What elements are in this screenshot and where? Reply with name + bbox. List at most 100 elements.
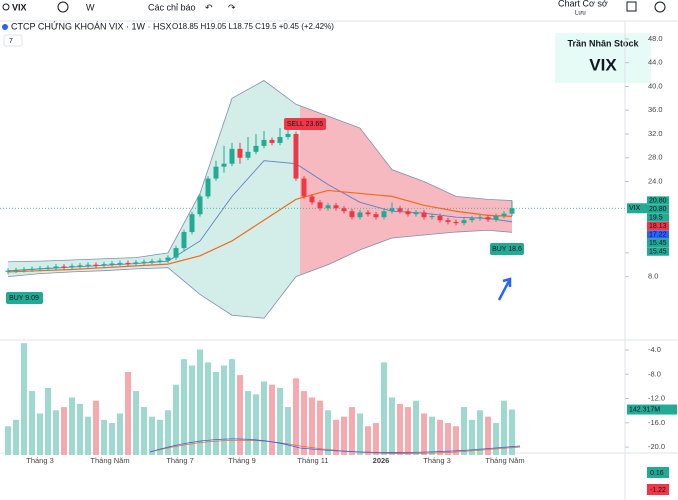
candle-body <box>141 261 147 263</box>
volume-bar <box>45 387 51 455</box>
x-tick-label: Tháng 7 <box>166 456 194 465</box>
snapshot[interactable] <box>654 1 666 13</box>
x-tick-label: Tháng 9 <box>228 456 256 465</box>
price-tag-label: 20.80 <box>649 197 667 204</box>
volume-bar <box>429 416 435 455</box>
volume-bar <box>445 423 451 455</box>
candle-body <box>189 214 195 233</box>
candle-body <box>29 268 35 270</box>
candle-body <box>445 220 451 222</box>
y-tick-label: 24.0 <box>648 177 663 186</box>
settings[interactable] <box>626 1 637 12</box>
volume-bar <box>165 410 171 455</box>
macd-tag-label: -1.22 <box>650 487 666 494</box>
x-tick-label: Tháng Năm <box>90 456 129 465</box>
macd-tag <box>647 467 669 478</box>
volume-bar <box>157 419 163 455</box>
y-tick-label: 44.0 <box>648 58 663 67</box>
x-tick-label: Tháng 3 <box>423 456 451 465</box>
undo[interactable]: ↶ <box>205 2 213 12</box>
volume-bar <box>85 416 91 455</box>
volume-bar <box>293 378 299 455</box>
volume-bar <box>485 416 491 455</box>
candle-body <box>389 208 395 212</box>
candle-body <box>365 212 371 215</box>
add-symbol[interactable] <box>57 1 69 13</box>
candle-body <box>333 205 339 209</box>
candle-body <box>453 221 459 224</box>
candle-body <box>509 208 515 214</box>
candle-body <box>397 208 403 212</box>
price-tag <box>647 230 669 239</box>
candle-body <box>285 133 291 137</box>
price-tag <box>647 238 669 248</box>
price-tag-label: 18.13 <box>649 223 667 230</box>
toolbar: VIX W Các chỉ báo ↶ ↷ Chart Cơ sở Lưu <box>0 0 678 22</box>
volume-bar <box>237 375 243 455</box>
candle-body <box>37 268 43 270</box>
volume-bar <box>333 419 339 455</box>
collapse-button[interactable] <box>3 34 23 47</box>
volume-bar <box>509 409 515 455</box>
volume-tag-label: 142.317M <box>629 406 660 413</box>
plot <box>0 125 625 455</box>
volume-bar <box>229 359 235 455</box>
y-tick-label: 36.0 <box>648 105 663 114</box>
candle-body <box>429 215 435 218</box>
watermark-author: Trần Nhân Stock <box>567 38 639 48</box>
volume-bar <box>37 413 43 455</box>
volume-bar <box>357 413 363 455</box>
candle-body <box>205 178 211 197</box>
save[interactable]: Lưu <box>575 11 586 17</box>
volume-bar <box>93 400 99 455</box>
candle-body <box>325 205 331 209</box>
candle-body <box>309 196 315 203</box>
volume-tag <box>627 404 677 415</box>
candle-body <box>197 196 203 215</box>
y-tick-label: 32.0 <box>648 129 663 138</box>
osc-tick-label: -16.0 <box>648 418 665 427</box>
candle-body <box>261 139 267 146</box>
volume-bar <box>69 397 75 455</box>
macd-line <box>149 438 521 453</box>
price-tag <box>647 213 669 222</box>
indicators[interactable]: Các chỉ báo <box>148 2 196 12</box>
candle-body <box>349 211 355 218</box>
volume-bar <box>77 403 83 455</box>
annotations: SELL 23.65 BUY 18.6 BUY 9.09 <box>6 118 524 304</box>
candle-body <box>77 265 83 267</box>
volume-bar <box>461 407 467 455</box>
candle-body <box>461 220 467 224</box>
volume-bar <box>189 365 195 455</box>
volume-bar <box>133 391 139 455</box>
buy-badge <box>490 243 524 255</box>
volume-bar <box>221 365 227 455</box>
volume-bar <box>149 416 155 455</box>
interval[interactable]: W <box>86 2 95 12</box>
volume-bar <box>421 413 427 455</box>
candle-body <box>301 178 307 197</box>
volume-bar <box>125 371 131 455</box>
collapsed-count[interactable]: 7 <box>9 38 13 45</box>
candle-body <box>213 166 219 179</box>
redo[interactable]: ↷ <box>228 2 236 12</box>
volume-bar <box>205 362 211 455</box>
candle-body <box>341 208 347 212</box>
candle-body <box>253 145 259 152</box>
osc-tick-label: -20.0 <box>648 442 665 451</box>
volume-bar <box>365 426 371 455</box>
volume-bar <box>309 397 315 455</box>
symbol[interactable]: VIX <box>12 2 27 12</box>
legend-ohlc: O18.85 H19.05 L18.75 C19.5 +0.45 (+2.42%… <box>172 22 334 31</box>
x-tick-label: Tháng 11 <box>297 456 328 465</box>
volume-bar <box>197 349 203 455</box>
candle-body <box>469 218 475 221</box>
search-icon[interactable] <box>2 3 10 11</box>
volume-bar <box>413 400 419 455</box>
candle-body <box>277 136 283 143</box>
layout-name[interactable]: Chart Cơ sở <box>558 0 608 8</box>
osc-tick-label: -4.0 <box>648 345 661 354</box>
volume-bar <box>453 426 459 455</box>
symbol-tag <box>627 203 647 214</box>
candle-body <box>125 262 131 264</box>
